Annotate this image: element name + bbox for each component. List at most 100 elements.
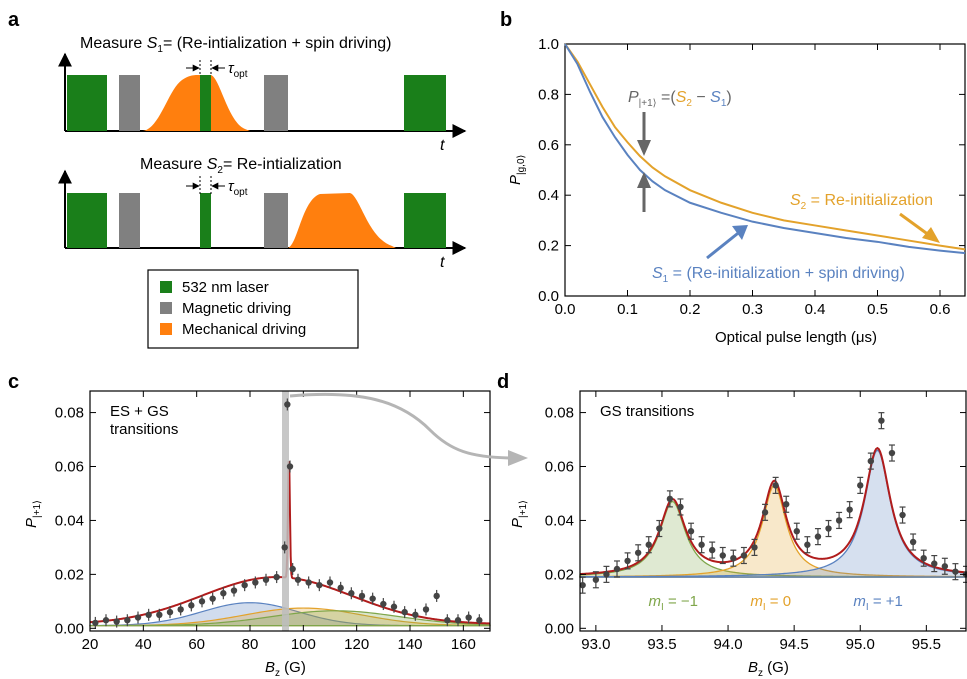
data-point — [241, 581, 248, 589]
data-point — [941, 563, 949, 570]
panel-c-datapoints — [92, 398, 483, 629]
data-point — [772, 482, 779, 489]
data-point — [294, 576, 302, 583]
panel-d: d 93.0 93.5 94.0 94.5 95.0 95.5 0.00 0.02 0.04 0.… — [497, 371, 967, 679]
data-point — [286, 463, 294, 470]
data-point — [281, 544, 288, 551]
readout-laser-pulse — [200, 75, 211, 131]
panel-c-fits — [89, 461, 491, 627]
x-tick-label: 60 — [188, 636, 205, 653]
data-point — [719, 552, 726, 559]
data-point — [422, 606, 430, 613]
data-point — [579, 581, 586, 589]
data-point — [433, 592, 440, 600]
legend-swatch-mechanical — [160, 323, 172, 335]
data-point — [113, 618, 120, 625]
data-point — [698, 541, 705, 548]
data-point — [305, 579, 312, 586]
panel-d-fits — [579, 446, 967, 578]
y-tick-label: 0.00 — [55, 620, 84, 637]
x-tick-label: 20 — [82, 636, 99, 653]
laser-pulse — [404, 75, 446, 131]
data-point — [909, 538, 917, 546]
data-point — [124, 617, 131, 624]
data-point — [326, 579, 334, 586]
inset-text-d: GS transitions — [600, 403, 694, 420]
data-point — [390, 603, 398, 610]
data-point — [92, 619, 99, 627]
magnetic-pulse — [119, 75, 140, 131]
s1-arrowhead — [732, 225, 748, 240]
panel-b-series — [564, 43, 966, 255]
data-point — [825, 525, 832, 532]
data-point — [444, 617, 451, 624]
magnetic-pulse — [264, 75, 288, 131]
series-line — [564, 43, 966, 251]
data-point — [252, 579, 259, 586]
laser-pulse — [67, 193, 107, 248]
data-point — [592, 576, 600, 583]
x-tick-label: 0.0 — [555, 301, 576, 318]
time-label: t — [440, 254, 445, 271]
x-tick-label: 93.0 — [581, 636, 610, 653]
data-point — [952, 568, 959, 575]
laser-pulse — [404, 193, 446, 248]
y-tick-label: 0.02 — [55, 566, 84, 583]
data-point — [677, 503, 684, 511]
data-point — [348, 590, 355, 597]
y-tick-label: 1.0 — [538, 36, 559, 53]
data-point — [624, 557, 631, 565]
legend-swatch-laser — [160, 281, 172, 293]
x-tick-label: 94.5 — [780, 636, 809, 653]
data-point — [220, 590, 227, 597]
x-axis-label-c: Bz (G) — [265, 659, 306, 679]
x-tick-label: 0.2 — [680, 301, 701, 318]
data-point — [730, 554, 737, 562]
peak-label: mI = +1 — [853, 593, 902, 613]
y-tick-label: 0.4 — [538, 187, 559, 204]
panel-b-ticks: 0.0 0.1 0.2 0.3 0.4 0.5 0.6 0.0 0.2 0.4 0.6 0.8 1.0 — [538, 36, 965, 318]
mechanical-ramp-up — [143, 75, 200, 131]
panel-d-peak-labels: mI = −1 mI = 0 mI = +1 — [649, 593, 903, 613]
x-tick-label: 0.3 — [742, 301, 763, 318]
mechanical-ramp-down — [211, 75, 250, 131]
data-point — [804, 541, 811, 548]
y-tick-label: 0.06 — [55, 459, 84, 476]
s1-arrow — [706, 228, 743, 260]
x-tick-label: 95.0 — [846, 636, 875, 653]
data-point — [230, 587, 238, 594]
y-axis-label-d: P|+1⟩ — [509, 500, 529, 528]
tau-label: τopt — [228, 178, 248, 198]
fit-component — [89, 610, 491, 627]
y-tick-label: 0.08 — [545, 405, 574, 422]
x-tick-label: 40 — [135, 636, 152, 653]
y-tick-label: 0.8 — [538, 86, 559, 103]
readout-laser-pulse — [200, 193, 211, 248]
data-point — [656, 525, 663, 532]
data-point — [166, 608, 174, 616]
panel-a-title-1: Measure S1= (Re-intialization + spin dri… — [80, 35, 391, 55]
data-point — [156, 611, 163, 619]
x-tick-label: 140 — [397, 636, 422, 653]
panel-c: c 20 40 60 80 100 120 140 160 0.00 0.02 0.04 0.06 0.… — [8, 371, 528, 679]
x-tick-label: 93.5 — [647, 636, 676, 653]
y-tick-label: 0.04 — [545, 512, 574, 529]
data-point — [878, 417, 885, 424]
panel-d-ticks: 93.0 93.5 94.0 94.5 95.0 95.5 0.00 0.02 0.04 0.06… — [545, 391, 966, 653]
data-point — [835, 517, 843, 524]
mechanical-drive — [288, 193, 396, 248]
data-point — [177, 606, 184, 613]
legend-label-magnetic: Magnetic driving — [182, 300, 291, 317]
data-point — [358, 592, 366, 600]
plot-frame-d — [579, 390, 967, 632]
x-tick-label: 0.1 — [617, 301, 638, 318]
y-tick-label: 0.08 — [55, 405, 84, 422]
data-point — [102, 617, 110, 624]
x-tick-label: 0.6 — [930, 301, 951, 318]
x-tick-label: 100 — [291, 636, 316, 653]
x-tick-label: 120 — [344, 636, 369, 653]
data-point — [857, 482, 864, 489]
data-point — [188, 602, 195, 609]
panel-letter-a: a — [8, 9, 20, 31]
y-axis-label-c: P|+1⟩ — [23, 500, 43, 528]
